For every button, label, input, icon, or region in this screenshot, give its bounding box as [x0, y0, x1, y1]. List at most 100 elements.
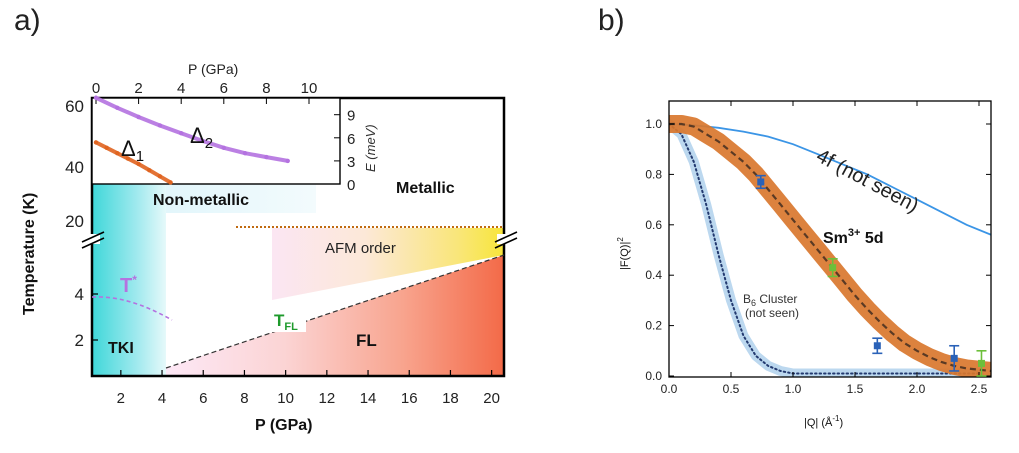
fl-region [166, 255, 504, 376]
tki-label: TKI [108, 340, 134, 357]
cluster-annotation-line1: B6 Cluster [743, 292, 797, 308]
inset-series [93, 95, 290, 185]
inset-x-tick-label: 6 [220, 80, 228, 97]
b-y-tick-label: 1.0 [645, 117, 662, 131]
inset-y-tick-label: 6 [347, 131, 355, 148]
t-fl-label-bg [270, 308, 306, 332]
data-point-marker [757, 178, 765, 186]
inset-ticks: 0 2 4 6 8 10 0 3 6 9 [92, 80, 356, 194]
data-point-marker [977, 359, 985, 367]
t-star-curve [91, 296, 173, 321]
y-tick-label: 40 [65, 158, 84, 177]
afm-region [272, 228, 504, 300]
panel-a-label: a) [14, 4, 41, 37]
x-tick-label: 14 [360, 390, 377, 407]
inset-series-point [221, 145, 226, 151]
inset-y-axis-title: E (meV) [363, 124, 378, 172]
b-x-tick-label: 1.0 [785, 382, 802, 396]
x-tick-label: 18 [442, 390, 459, 407]
b-x-tick-label: 2.5 [971, 382, 988, 396]
y-tick-label: 20 [65, 212, 84, 231]
delta1-label: Δ1 [121, 136, 144, 165]
inset-x-tick-label: 0 [92, 80, 100, 97]
afm-order-label: AFM order [325, 240, 396, 257]
panel-b-data-points [755, 174, 987, 377]
inset-series-point [93, 95, 99, 100]
metallic-label: Metallic [396, 180, 455, 197]
inset-series-point [136, 161, 141, 167]
panel-b-ticks: 0.0 0.5 1.0 1.5 2.0 2.5 0.0 0.2 0.4 0.6 0.8 1.0 [645, 101, 991, 396]
series-b6-line [669, 123, 980, 375]
sm-5d-annotation: Sm3+ 5d [823, 227, 884, 247]
y-tick-label: 4 [75, 285, 84, 304]
non-metallic-label: Non-metallic [153, 192, 249, 209]
delta2-label: Δ2 [190, 123, 213, 152]
x-tick-label: 10 [277, 390, 294, 407]
b-x-tick-label: 0.5 [723, 382, 740, 396]
series-4f-line [669, 123, 991, 236]
t-fl-line [165, 254, 505, 369]
b-x-tick-label: 1.5 [847, 382, 864, 396]
axis-break-left [81, 231, 105, 249]
inset-series-point [200, 138, 205, 144]
t-star-label: T* [120, 273, 137, 297]
panel-b-label: b) [598, 4, 625, 37]
inset-series-point [157, 123, 163, 128]
x-tick-label: 6 [199, 390, 207, 407]
b-y-tick-label: 0.2 [645, 319, 662, 333]
y-axis-title: Temperature (K) [21, 193, 38, 315]
inset-x-tick-label: 8 [262, 80, 270, 97]
inset-series-point [285, 158, 290, 164]
inset-series-point [264, 154, 269, 160]
inset-x-tick-label: 10 [301, 80, 318, 97]
inset-x-tick-label: 4 [177, 80, 185, 97]
inset-series-point [157, 174, 163, 179]
cluster-annotation-line2: (not seen) [745, 306, 799, 320]
inset-series-point [125, 156, 131, 161]
x-tick-label: 20 [483, 390, 500, 407]
inset-series-point [104, 145, 109, 151]
inset-y-tick-label: 3 [347, 154, 355, 171]
x-tick-label: 12 [318, 390, 335, 407]
inset-series-point [147, 167, 152, 173]
y-tick-label: 60 [65, 97, 84, 116]
inset-series-point [136, 114, 141, 120]
data-point-marker [829, 264, 837, 272]
inset-x-axis-title: P (GPa) [188, 61, 238, 77]
panel-b-frame [668, 100, 992, 378]
panel-a: 0 2 4 6 8 10 0 3 6 9 P (GPa) E (meV) Δ1 Δ2 2 4 6 8 10… [21, 61, 518, 434]
b-y-tick-label: 0.6 [645, 218, 662, 232]
x-tick-label: 8 [240, 390, 248, 407]
axis-break-right [494, 231, 518, 249]
inset-series-point [115, 105, 120, 110]
inset-y-tick-label: 9 [347, 108, 355, 125]
y-tick-label: 2 [75, 331, 84, 350]
x-tick-label: 16 [401, 390, 418, 407]
inset-series-point [93, 140, 99, 145]
inset-series-point [179, 130, 184, 136]
b-y-tick-label: 0.4 [645, 268, 662, 282]
data-point-marker [873, 342, 881, 350]
inset-x-tick-label: 2 [134, 80, 142, 97]
b-y-axis-title: |F(Q)|2 [616, 237, 631, 270]
non-metallic-region [166, 183, 316, 213]
data-point-marker [950, 354, 958, 362]
fl-label: FL [356, 331, 377, 350]
x-tick-label: 2 [117, 390, 125, 407]
inset-series-line [94, 95, 290, 163]
inset-series-point [115, 151, 120, 156]
b-x-tick-label: 0.0 [661, 382, 678, 396]
inset-series-point [242, 151, 248, 156]
x-axis-title: P (GPa) [255, 417, 313, 434]
b-x-tick-label: 2.0 [909, 382, 926, 396]
b-x-axis-title: |Q| (Å-1) [804, 414, 843, 429]
x-tick-label: 4 [158, 390, 166, 407]
inset-series-point [168, 180, 173, 185]
b-y-tick-label: 0.0 [645, 369, 662, 383]
panel-b: 0.0 0.5 1.0 1.5 2.0 2.5 0.0 0.2 0.4 0.6 0.8 1.0 4f … [616, 100, 992, 429]
t-fl-label: TFL [274, 311, 298, 333]
inset-y-tick-label: 0 [347, 177, 355, 194]
b-y-tick-label: 0.8 [645, 167, 662, 181]
